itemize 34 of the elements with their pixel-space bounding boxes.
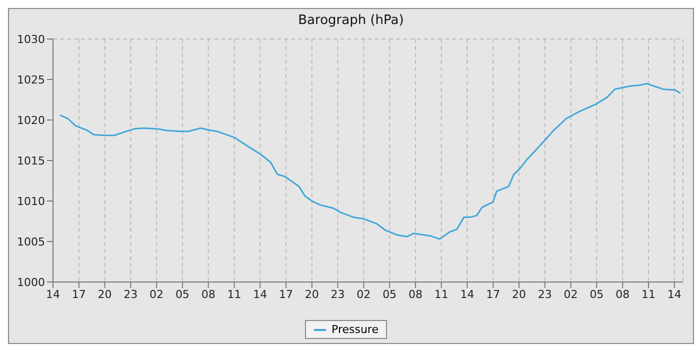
x-tick-label: 23	[538, 288, 552, 301]
y-tick-label: 1030	[17, 32, 45, 46]
x-tick-label: 11	[641, 288, 656, 301]
x-tick-label: 17	[486, 288, 500, 301]
x-tick-label: 20	[512, 288, 526, 301]
x-tick-label: 11	[434, 288, 448, 301]
x-tick-label: 14	[253, 288, 268, 301]
x-tick-label: 08	[408, 288, 422, 301]
x-tick-label: 17	[72, 288, 86, 301]
y-tick-label: 1000	[17, 276, 45, 289]
x-tick-label: 05	[382, 288, 397, 301]
x-tick-label: 20	[304, 288, 319, 301]
x-tick-label: 17	[279, 288, 294, 301]
y-tick-label: 1025	[17, 73, 45, 86]
y-tick-label: 1005	[17, 235, 45, 248]
y-tick-label: 1020	[17, 114, 45, 127]
x-tick-label: 14	[460, 288, 474, 301]
y-tick-label: 1010	[17, 194, 45, 208]
x-tick-label: 08	[616, 288, 630, 301]
x-tick-label: 02	[356, 288, 371, 301]
legend-label: Pressure	[330, 323, 378, 336]
x-tick-label: 20	[98, 288, 112, 301]
x-tick-label: 02	[564, 288, 578, 301]
x-tick-label: 02	[150, 288, 164, 301]
y-tick-label: 1015	[17, 154, 45, 168]
x-tick-label: 14	[667, 288, 682, 301]
x-tick-label: 23	[330, 288, 345, 301]
x-tick-label: 05	[175, 288, 190, 301]
x-tick-label: 08	[201, 288, 216, 301]
x-tick-label: 11	[227, 288, 242, 301]
x-tick-label: 14	[46, 288, 60, 301]
x-tick-label: 05	[590, 288, 604, 301]
x-tick-label: 23	[124, 288, 138, 301]
chart-title: Barograph (hPa)	[297, 12, 405, 30]
